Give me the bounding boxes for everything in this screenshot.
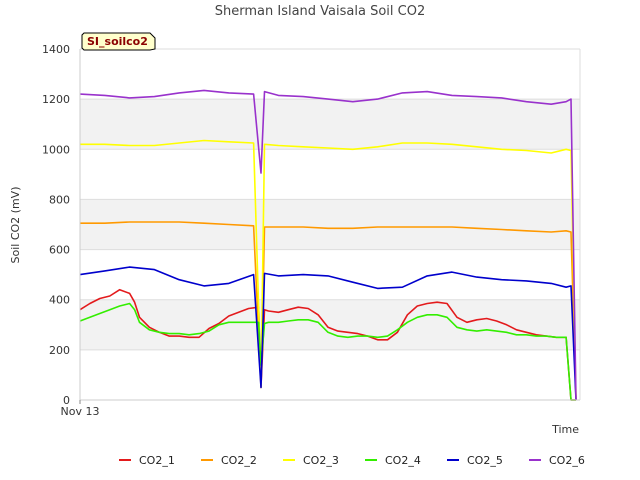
- y-tick-labels: 0 200 400 600 800 1000 1200 1400: [42, 43, 70, 407]
- legend-item: CO2_5: [447, 454, 503, 467]
- y-tick-label: 200: [49, 344, 70, 357]
- series-line-co2-2: [80, 221, 577, 401]
- legend-label: CO2_5: [467, 454, 503, 467]
- badge-label: SI_soilco2: [87, 35, 148, 48]
- plot-band: [80, 99, 580, 150]
- series-line-co2-3: [80, 139, 577, 401]
- legend-item: CO2_2: [201, 454, 257, 467]
- legend-label: CO2_4: [385, 454, 421, 467]
- x-axis-label: Time: [551, 423, 579, 436]
- chart-title: Sherman Island Vaisala Soil CO2: [215, 4, 425, 19]
- legend-label: CO2_6: [549, 454, 585, 467]
- dataset-badge: SI_soilco2: [81, 32, 156, 51]
- y-tick-label: 800: [49, 193, 70, 206]
- legend-item: CO2_6: [529, 454, 585, 467]
- legend-label: CO2_2: [221, 454, 257, 467]
- legend-label: CO2_1: [139, 454, 175, 467]
- y-tick-label: 0: [63, 394, 70, 407]
- plot-band: [80, 299, 580, 350]
- series-line-co2-5: [79, 266, 577, 401]
- legend-item: CO2_1: [119, 454, 175, 467]
- legend-item: CO2_4: [365, 454, 421, 467]
- x-tick-labels: Nov 13: [61, 400, 100, 418]
- series-line-co2-4: [79, 302, 576, 401]
- legend-item: CO2_3: [283, 454, 339, 467]
- plot-bands: [80, 99, 580, 350]
- axes: [79, 49, 581, 401]
- y-tick-label: 1400: [42, 43, 70, 56]
- y-tick-label: 1200: [42, 93, 70, 106]
- legend: CO2_1 CO2_2 CO2_3 CO2_4 CO2_5 CO2_6: [119, 454, 585, 467]
- series-lines: [79, 89, 577, 401]
- series-line-co2-6: [79, 89, 577, 401]
- y-tick-label: 1000: [42, 143, 70, 156]
- x-tick-label: Nov 13: [61, 405, 100, 418]
- y-tick-label: 400: [49, 294, 70, 307]
- y-axis-label: Soil CO2 (mV): [9, 187, 22, 264]
- plot-band: [80, 199, 580, 250]
- badge-box: [81, 32, 156, 51]
- legend-label: CO2_3: [303, 454, 339, 467]
- y-tick-label: 600: [49, 244, 70, 257]
